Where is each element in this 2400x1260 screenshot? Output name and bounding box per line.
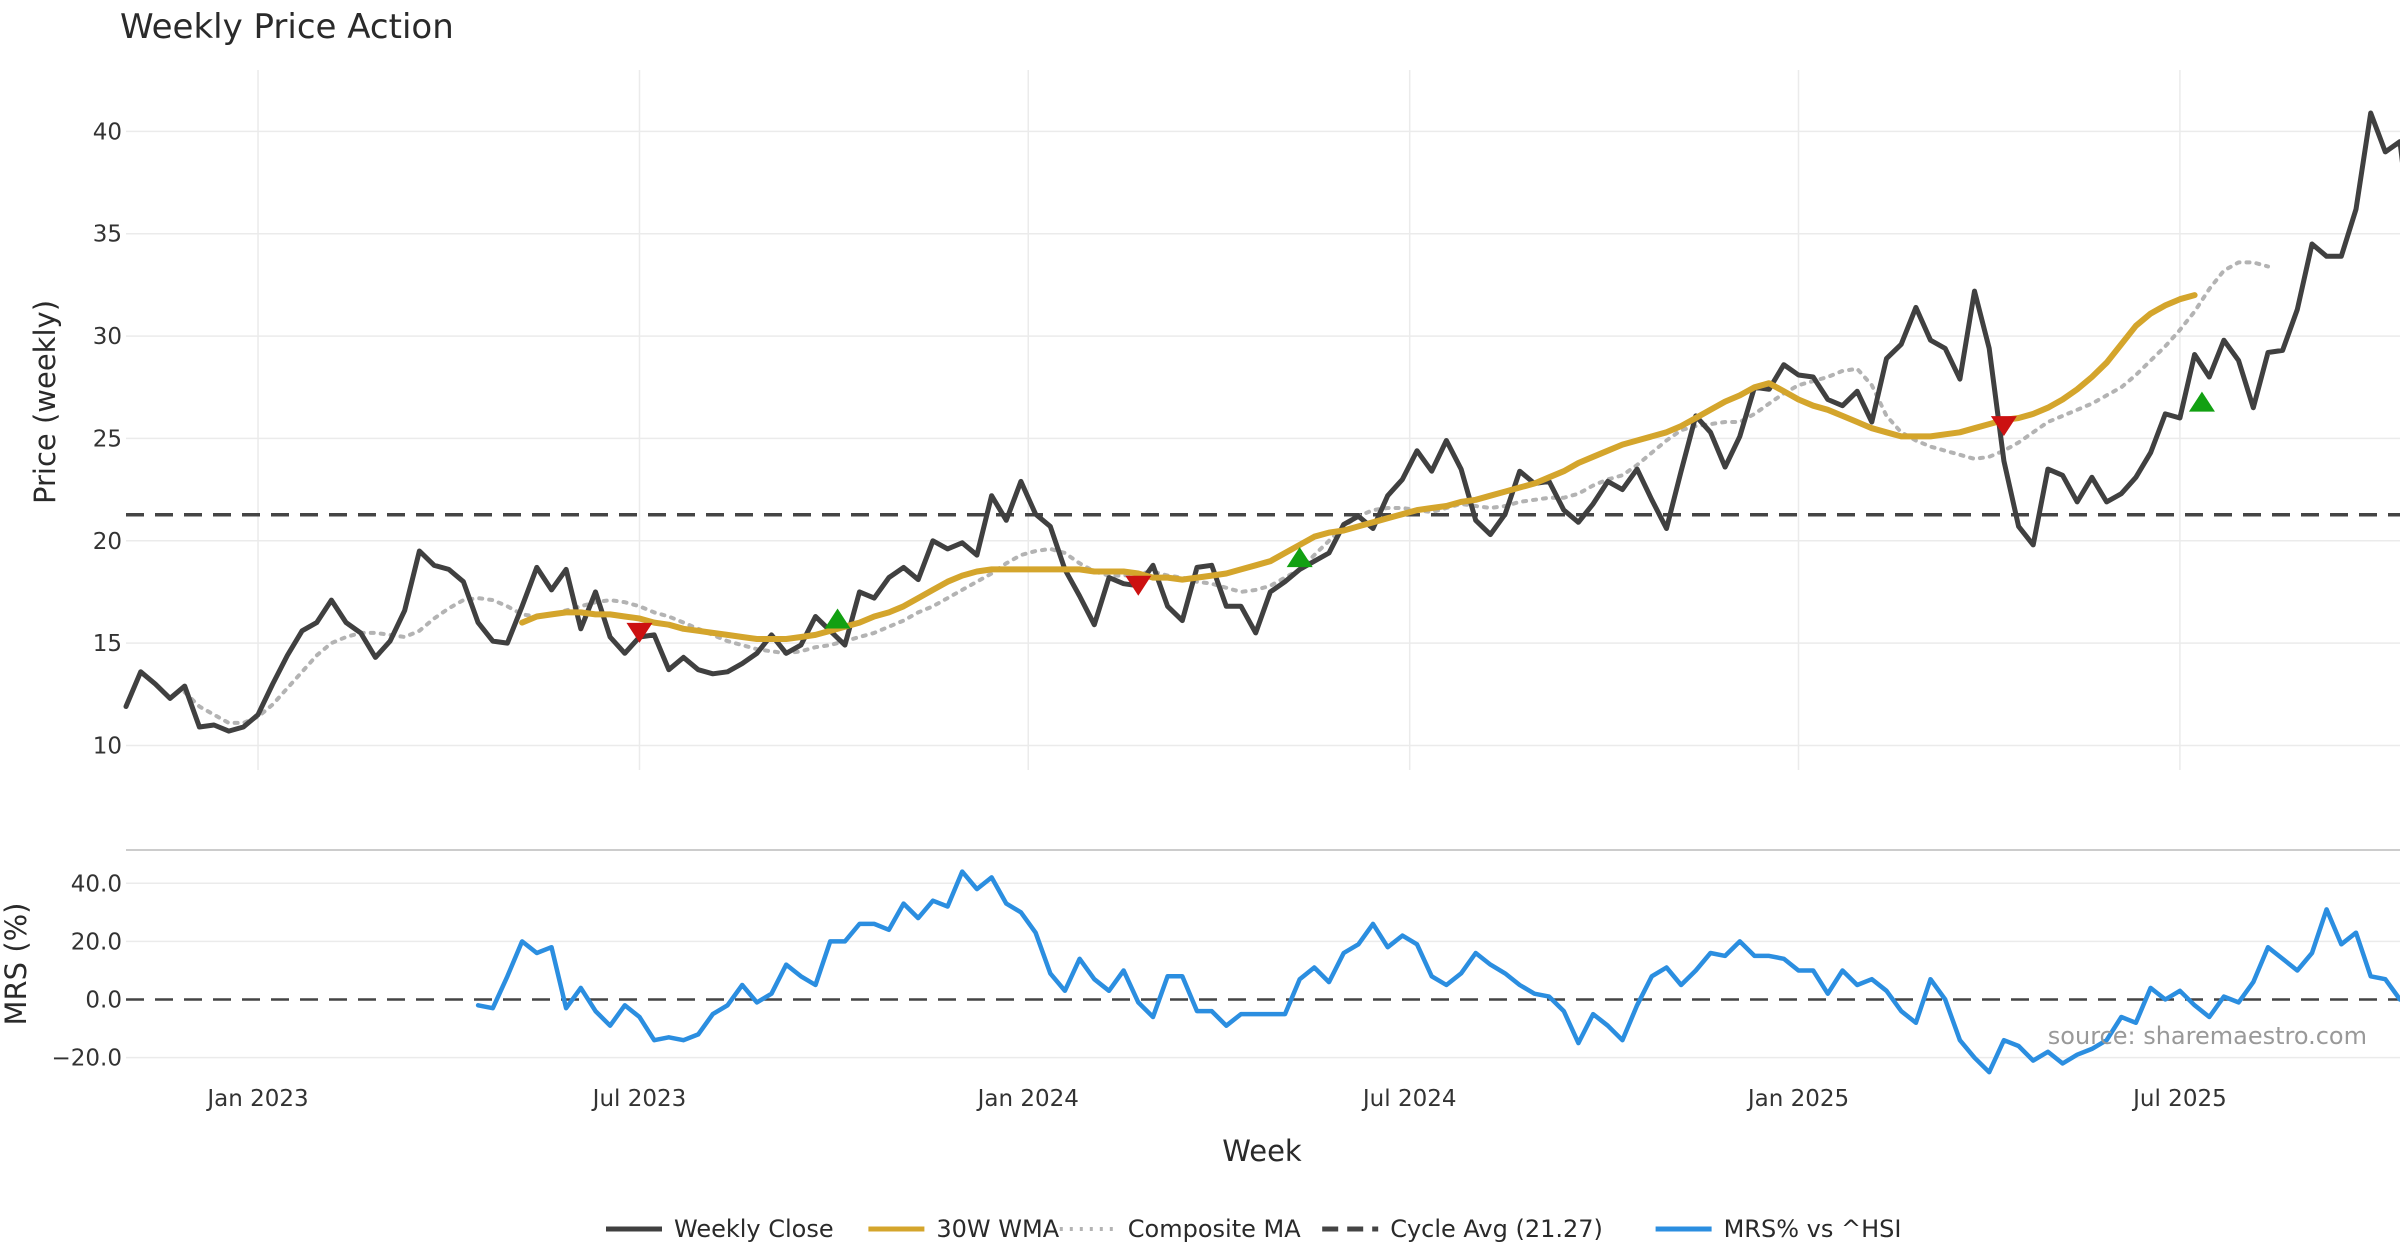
price-yaxis-label: Price (weekly) <box>28 300 62 504</box>
mrs-ytick-label: −20.0 <box>52 1046 122 1072</box>
xtick-label: Jan 2023 <box>205 1086 308 1112</box>
price-ytick-label: 20 <box>93 529 122 555</box>
xaxis-label: Week <box>1222 1134 1302 1168</box>
legend-label: Weekly Close <box>674 1215 834 1243</box>
legend-label: MRS% vs ^HSI <box>1724 1215 1902 1243</box>
mrs-yaxis-label: MRS (%) <box>0 903 33 1026</box>
xtick-label: Jul 2025 <box>2131 1086 2227 1112</box>
xtick-label: Jan 2025 <box>1746 1086 1849 1112</box>
price-ytick-label: 25 <box>93 426 122 452</box>
mrs-ytick-label: 0.0 <box>85 988 122 1014</box>
mrs-ytick-label: 40.0 <box>71 871 122 897</box>
price-ytick-label: 35 <box>93 222 122 248</box>
price-ytick-label: 15 <box>93 631 122 657</box>
xtick-label: Jan 2024 <box>976 1086 1079 1112</box>
legend-label: Composite MA <box>1128 1215 1301 1243</box>
chart-canvas: Weekly Price Action 10 15 20 25 30 35 40 −20.0… <box>0 0 2400 1260</box>
chart-title: Weekly Price Action <box>120 7 454 47</box>
price-ytick-label: 40 <box>93 119 122 145</box>
mrs-ytick-label: 20.0 <box>71 929 122 955</box>
legend-label: Cycle Avg (21.27) <box>1390 1215 1603 1243</box>
price-ytick-label: 10 <box>93 733 122 759</box>
xtick-label: Jul 2024 <box>1361 1086 1457 1112</box>
xtick-label: Jul 2023 <box>591 1086 687 1112</box>
price-ytick-label: 30 <box>93 324 122 350</box>
legend-label: 30W WMA <box>936 1215 1059 1243</box>
source-attribution: source: sharemaestro.com <box>2048 1022 2367 1050</box>
